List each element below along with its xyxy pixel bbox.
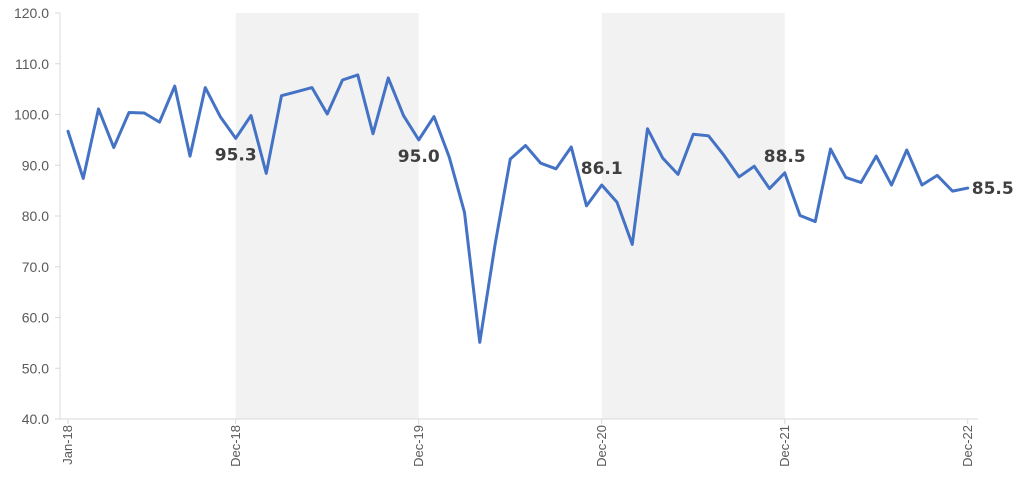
data-labels: 95.3 95.0 86.1 88.5 85.5 xyxy=(215,145,1014,199)
y-tick-label: 80.0 xyxy=(22,208,49,224)
data-label: 95.3 xyxy=(215,145,257,165)
data-label: 88.5 xyxy=(764,147,806,167)
x-tick-label: Dec-21 xyxy=(777,425,792,467)
x-tick-label: Jan-18 xyxy=(60,425,75,465)
y-tick-label: 110.0 xyxy=(15,56,49,72)
y-tick-label: 100.0 xyxy=(14,107,49,123)
y-tick-label: 70.0 xyxy=(22,259,49,275)
data-label: 86.1 xyxy=(581,159,623,179)
x-tick-label: Dec-22 xyxy=(960,425,975,467)
y-axis-ticks: 40.0 50.0 60.0 70.0 80.0 90.0 100.0 110.0 120.0 xyxy=(14,5,60,427)
x-axis-ticks: Jan-18 Dec-18 Dec-19 Dec-20 Dec-21 Dec-22 xyxy=(60,419,975,467)
data-label: 95.0 xyxy=(398,147,440,167)
shaded-periods xyxy=(235,13,785,419)
y-tick-label: 40.0 xyxy=(22,411,49,427)
data-label: 85.5 xyxy=(972,179,1014,199)
x-tick-label: Dec-19 xyxy=(411,425,426,467)
y-tick-label: 50.0 xyxy=(22,360,49,376)
shaded-band-1 xyxy=(235,13,419,419)
series-line xyxy=(66,73,970,344)
y-tick-label: 120.0 xyxy=(14,5,49,21)
shaded-band-2 xyxy=(601,13,785,419)
y-tick-label: 60.0 xyxy=(22,310,49,326)
axes xyxy=(59,13,978,420)
x-tick-label: Dec-18 xyxy=(228,425,243,467)
y-tick-label: 90.0 xyxy=(22,157,49,173)
x-tick-label: Dec-20 xyxy=(594,425,609,467)
series-line-group xyxy=(66,73,970,344)
